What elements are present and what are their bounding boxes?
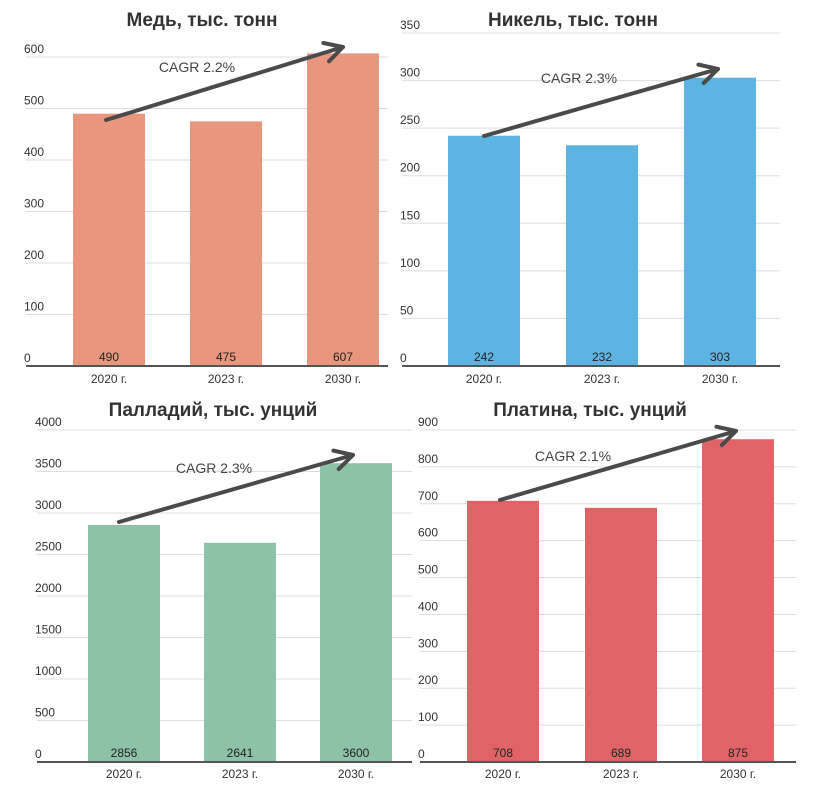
y-tick-label: 0 — [418, 747, 425, 761]
data-label: 689 — [611, 746, 631, 760]
bar-platinum-0 — [467, 500, 539, 762]
bar-copper-2 — [307, 53, 379, 367]
x-tick-label: 2023 г. — [208, 372, 244, 386]
trend-arrow — [117, 453, 355, 524]
y-tick-label: 500 — [35, 706, 55, 720]
cagr-annotation: CAGR 2.3% — [541, 70, 617, 86]
y-tick-label: 500 — [418, 563, 438, 577]
y-tick-label: 300 — [400, 66, 420, 80]
y-tick-label: 300 — [418, 636, 438, 650]
y-tick-label: 200 — [418, 673, 438, 687]
data-label: 490 — [99, 350, 119, 364]
bar-platinum-2 — [702, 439, 774, 762]
data-label: 303 — [710, 350, 730, 364]
trend-arrow-head — [331, 448, 355, 472]
y-tick-label: 50 — [400, 303, 414, 317]
trend-arrow-head — [321, 41, 345, 64]
x-tick-label: 2030 г. — [338, 767, 374, 781]
x-tick-label: 2023 г. — [222, 767, 258, 781]
y-tick-label: 250 — [400, 113, 420, 127]
y-tick-label: 600 — [418, 526, 438, 540]
trend-arrow-head — [714, 424, 738, 448]
data-label: 232 — [592, 350, 612, 364]
y-tick-label: 1000 — [35, 664, 62, 678]
bar-palladium-1 — [204, 542, 276, 762]
x-tick-label: 2020 г. — [91, 372, 127, 386]
data-label: 3600 — [343, 746, 370, 760]
y-tick-label: 0 — [400, 351, 407, 365]
x-tick-label: 2023 г. — [584, 372, 620, 386]
y-tick-label: 4000 — [35, 415, 62, 429]
chart-nickel: 0 50 100 150 200 250 300 350 242 2020 г. 232 2023 г… — [400, 10, 780, 386]
chart-copper: 0 100 200 300 400 500 600 490 2020 г. 475 2023 г. 6… — [24, 10, 388, 386]
chart-title: Палладий, тыс. унций — [109, 400, 318, 421]
data-label: 2641 — [227, 746, 254, 760]
y-tick-label: 200 — [24, 248, 44, 262]
trend-arrow-head — [696, 62, 720, 86]
trend-arrow — [482, 67, 720, 138]
y-tick-label: 400 — [418, 599, 438, 613]
y-tick-label: 900 — [418, 415, 438, 429]
y-tick-label: 3000 — [35, 498, 62, 512]
bar-nickel-1 — [566, 145, 638, 366]
y-tick-label: 100 — [418, 710, 438, 724]
x-tick-label: 2030 г. — [702, 372, 738, 386]
data-label: 875 — [728, 746, 748, 760]
y-tick-label: 100 — [400, 256, 420, 270]
cagr-annotation: CAGR 2.2% — [159, 59, 235, 75]
y-tick-label: 200 — [400, 161, 420, 175]
bar-palladium-2 — [320, 463, 392, 762]
trend-arrow — [104, 45, 345, 122]
data-label: 242 — [474, 350, 494, 364]
y-tick-label: 300 — [24, 197, 44, 211]
x-tick-label: 2020 г. — [485, 767, 521, 781]
x-tick-label: 2030 г. — [720, 767, 756, 781]
bar-nickel-0 — [448, 135, 520, 366]
y-tick-label: 2000 — [35, 581, 62, 595]
chart-palladium: 0 500 1000 1500 2000 2500 3000 3500 4000 2856 2020… — [35, 400, 412, 781]
bar-nickel-2 — [684, 77, 756, 367]
data-label: 475 — [216, 350, 236, 364]
data-label: 607 — [333, 350, 353, 364]
y-tick-label: 0 — [24, 351, 31, 365]
bar-palladium-0 — [88, 524, 160, 762]
chart-title: Медь, тыс. тонн — [127, 10, 278, 31]
trend-arrow — [498, 429, 738, 502]
y-tick-label: 600 — [24, 42, 44, 56]
y-tick-label: 2500 — [35, 540, 62, 554]
x-tick-label: 2023 г. — [603, 767, 639, 781]
y-tick-label: 100 — [24, 300, 44, 314]
x-tick-label: 2020 г. — [106, 767, 142, 781]
cagr-annotation: CAGR 2.3% — [176, 460, 252, 476]
y-tick-label: 3500 — [35, 457, 62, 471]
bar-copper-0 — [73, 113, 145, 367]
x-tick-label: 2030 г. — [325, 372, 361, 386]
data-label: 708 — [493, 746, 513, 760]
chart-title: Никель, тыс. тонн — [488, 10, 658, 31]
y-tick-label: 400 — [24, 145, 44, 159]
y-tick-label: 350 — [400, 18, 420, 32]
y-tick-label: 1500 — [35, 623, 62, 637]
data-label: 2856 — [111, 746, 138, 760]
y-tick-label: 0 — [35, 747, 42, 761]
x-tick-label: 2020 г. — [466, 372, 502, 386]
bar-platinum-1 — [585, 507, 657, 762]
chart-title: Платина, тыс. унций — [493, 400, 687, 421]
y-tick-label: 500 — [24, 94, 44, 108]
cagr-annotation: CAGR 2.1% — [535, 448, 611, 464]
y-tick-label: 700 — [418, 489, 438, 503]
bar-copper-1 — [190, 121, 262, 366]
y-tick-label: 800 — [418, 452, 438, 466]
chart-platinum: 0 100 200 300 400 500 600 700 800 900 708 2020 г. 68… — [418, 400, 796, 781]
y-tick-label: 150 — [400, 208, 420, 222]
